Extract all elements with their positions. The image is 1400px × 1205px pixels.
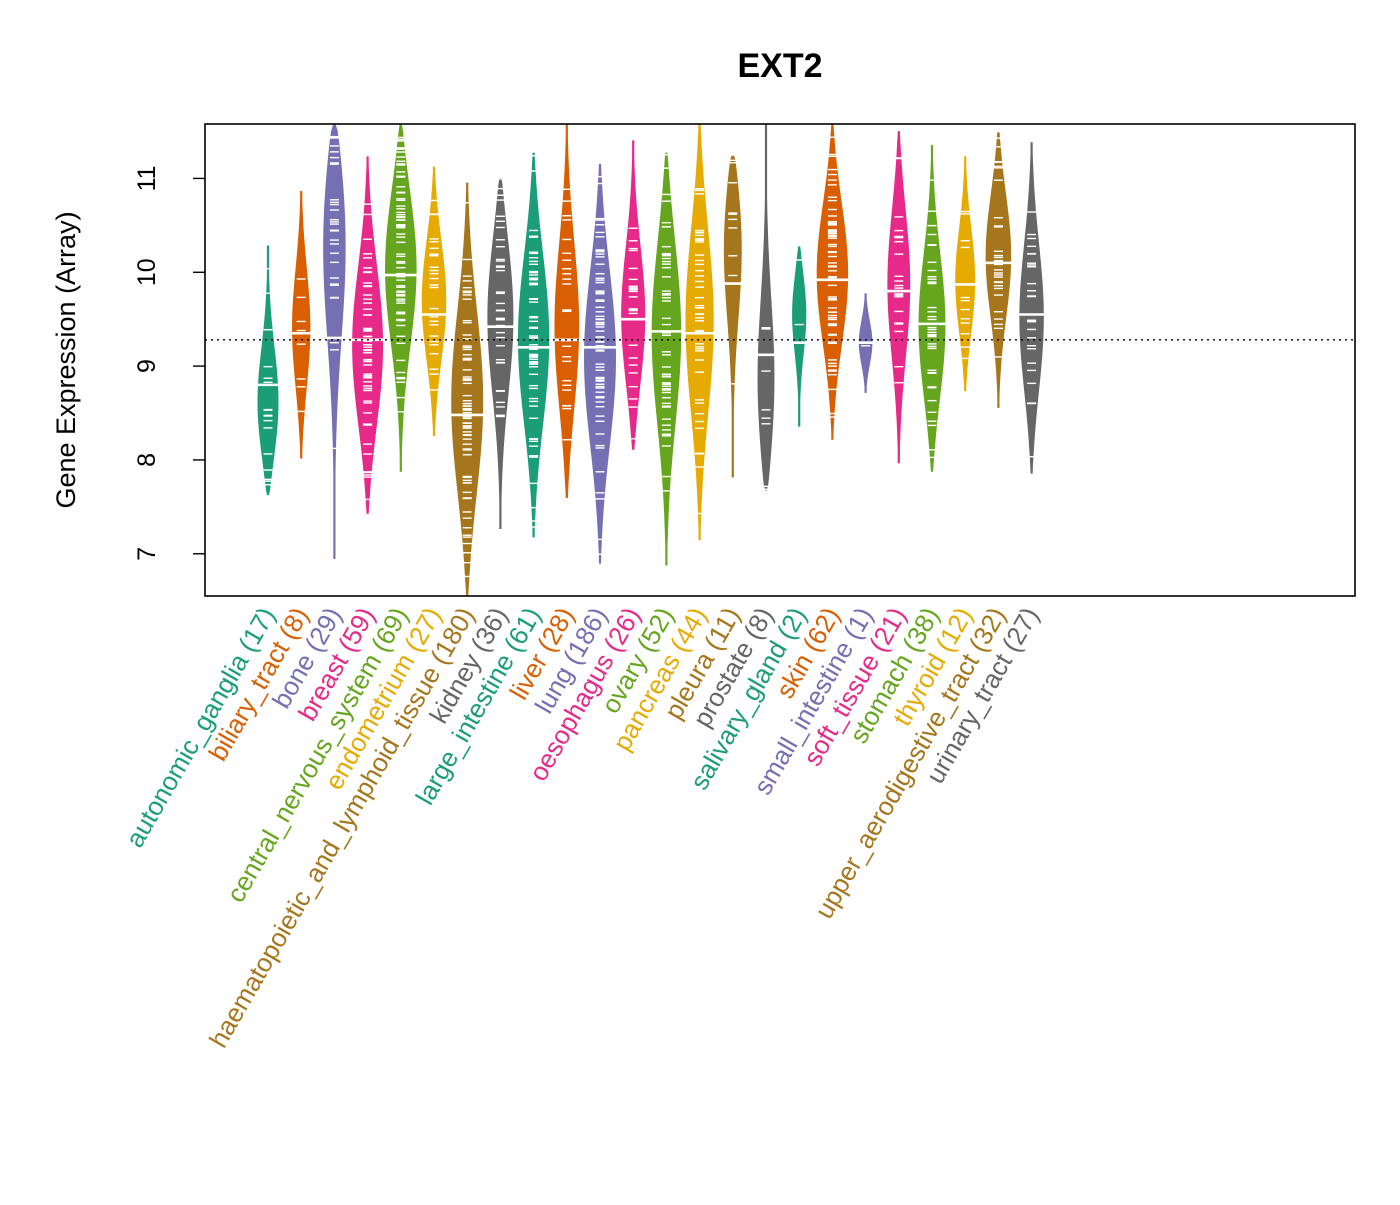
chart-title: EXT2: [737, 47, 822, 85]
plot-frame: [204, 123, 1356, 597]
bean-oesophagus: [620, 140, 646, 452]
bean-soft_tissue: [887, 131, 911, 464]
bean-thyroid: [955, 156, 976, 392]
bean-pancreas: [685, 123, 714, 541]
bean-pleura: [723, 154, 743, 478]
bean-haematopoietic_and_lymphoid_tissue: [450, 182, 484, 597]
bean-lung: [583, 163, 617, 564]
bean-large_intestine: [517, 152, 550, 538]
bean-endometrium: [421, 166, 447, 437]
y-tick-label-9: 9: [133, 359, 161, 373]
y-tick-label-11: 11: [133, 165, 161, 191]
y-axis: 7 8 9 10 11: [133, 165, 205, 561]
bean-kidney: [486, 177, 514, 529]
y-tick-label-8: 8: [133, 453, 161, 467]
bean-liver: [554, 123, 580, 498]
bean-urinary_tract: [1019, 142, 1044, 474]
bean-stomach: [918, 145, 946, 472]
y-tick-label-10: 10: [133, 258, 161, 286]
bean-ovary: [651, 152, 682, 566]
bean-central_nervous_system: [384, 123, 418, 472]
y-tick-label-7: 7: [133, 547, 161, 561]
bean-upper_aerodigestive_tract: [985, 130, 1012, 408]
bean-small_intestine: [857, 293, 874, 393]
bean-autonomic_ganglia: [257, 245, 279, 496]
bean-biliary_tract: [292, 191, 311, 459]
beans-layer: [257, 123, 1044, 597]
bean-salivary_gland: [791, 246, 808, 427]
y-axis-label: Gene Expression (Array): [51, 211, 81, 508]
bean-skin: [816, 123, 849, 440]
